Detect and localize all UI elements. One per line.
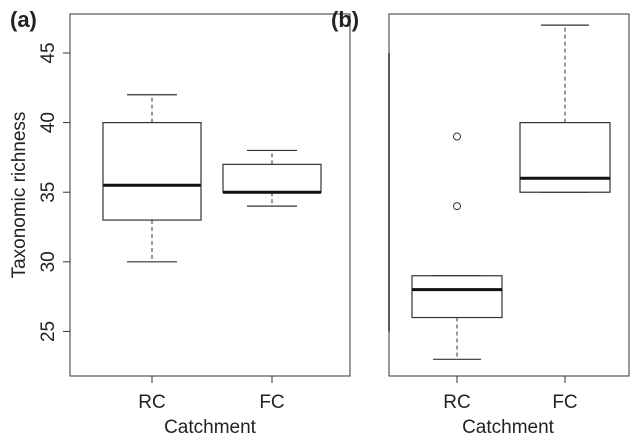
- panel-a-x-axis: RC FC: [138, 376, 285, 413]
- panel-a-x-axis-title: Catchment: [164, 417, 257, 438]
- panel-a-y-axis-title: Taxonomic richness: [9, 112, 30, 279]
- panel-a-plot-frame: [69, 13, 351, 377]
- panel-b-tag: (b): [331, 7, 359, 32]
- outlier-point: [453, 132, 461, 141]
- panel-a-box-fc: [222, 149, 322, 207]
- panel-b-x-tick-label: RC: [443, 392, 470, 413]
- panel-b-x-axis-title: Catchment: [462, 417, 555, 438]
- panel-b-x-axis: RC FC: [443, 376, 578, 413]
- panel-a-x-tick-label: FC: [259, 392, 284, 413]
- panel-a-y-tick-label: 35: [38, 182, 59, 203]
- panel-b-box-fc: [519, 24, 611, 193]
- iqr-box: [519, 121, 611, 193]
- panel-a-boxes: [102, 94, 322, 263]
- iqr-box: [411, 275, 503, 319]
- iqr-box: [222, 163, 322, 193]
- panel-a-y-tick-label: 45: [38, 42, 59, 63]
- panel-a: (a) 25 30 35 40 45 RC FC Taxonomic richness C…: [9, 7, 351, 438]
- panel-a-y-tick-label: 30: [38, 251, 59, 272]
- panel-a-y-tick-label: 25: [38, 321, 59, 342]
- panel-b-box-rc: [411, 132, 503, 360]
- panel-b: (b) RC FC Catchment: [331, 7, 630, 438]
- panel-a-box-rc: [102, 94, 202, 263]
- outlier-point: [453, 202, 461, 211]
- panel-a-x-tick-label: RC: [138, 392, 165, 413]
- panel-a-y-tick-label: 40: [38, 112, 59, 133]
- panel-b-x-tick-label: FC: [552, 392, 577, 413]
- panel-b-boxes: [411, 24, 611, 360]
- panel-a-y-axis: 25 30 35 40 45: [38, 42, 70, 342]
- panel-a-tag: (a): [10, 7, 37, 32]
- iqr-box: [102, 121, 202, 221]
